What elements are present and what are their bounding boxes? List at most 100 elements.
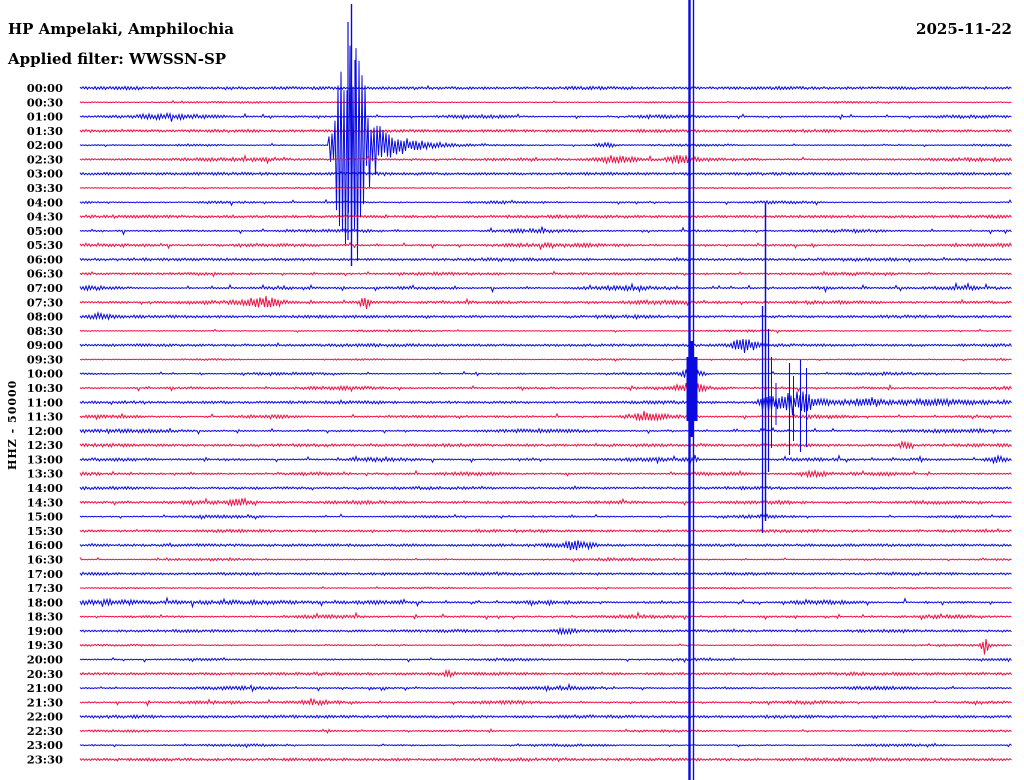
time-tick-label: 12:30 (27, 438, 63, 452)
seismo-trace-row (79, 213, 1012, 220)
seismo-trace-row (79, 454, 1012, 465)
time-tick-label: 04:30 (27, 210, 63, 224)
seismo-trace-row (79, 440, 1012, 450)
time-tick-label: 22:00 (27, 710, 63, 724)
seismo-trace-row (79, 496, 1012, 508)
time-tick-label: 20:30 (27, 667, 63, 681)
time-tick-label: 11:30 (27, 410, 63, 424)
seismo-trace-row (79, 84, 1012, 91)
time-tick-label: 15:00 (27, 510, 63, 524)
time-tick-label: 08:00 (27, 310, 63, 324)
filter-label: Applied filter: WWSSN-SP (8, 50, 227, 68)
seismo-trace-row (79, 596, 1012, 609)
time-tick-label: 04:00 (27, 195, 63, 209)
time-tick-label: 11:00 (27, 395, 63, 409)
seismo-trace-row (79, 186, 1012, 190)
time-tick-label: 00:30 (27, 95, 63, 109)
seismo-trace-row (79, 638, 1012, 655)
seismo-trace-row (79, 528, 1012, 534)
time-tick-label: 14:30 (27, 495, 63, 509)
time-tick-label: 18:00 (27, 595, 63, 609)
time-tick-label: 06:00 (27, 252, 63, 266)
time-tick-label: 01:00 (27, 110, 63, 124)
time-tick-label: 15:30 (27, 524, 63, 538)
time-tick-label: 21:00 (27, 681, 63, 695)
seismo-trace-row (79, 697, 1012, 707)
seismo-trace-row (79, 45, 1012, 261)
time-tick-label: 02:00 (27, 138, 63, 152)
seismo-trace-row (79, 668, 1012, 679)
seismo-trace-row (79, 728, 1012, 735)
seismo-trace-row (79, 410, 1012, 422)
time-tick-label: 12:00 (27, 424, 63, 438)
time-tick-label: 05:30 (27, 238, 63, 252)
seismo-trace-row (79, 539, 1012, 551)
seismo-trace-row (79, 656, 1012, 664)
seismo-trace-row (79, 171, 1012, 177)
time-tick-label: 13:00 (27, 453, 63, 467)
seismo-trace-row (79, 111, 1012, 122)
time-tick-label: 21:30 (27, 695, 63, 709)
seismo-trace-row (79, 626, 1012, 636)
station-title: HP Ampelaki, Amphilochia (8, 20, 234, 38)
seismo-trace-row (79, 256, 1012, 263)
time-tick-label: 17:30 (27, 581, 63, 595)
time-tick-label: 01:30 (27, 124, 63, 138)
time-tick-label: 05:00 (27, 224, 63, 238)
seismo-trace-row (79, 338, 1012, 354)
time-tick-label: 18:30 (27, 610, 63, 624)
time-tick-label: 03:30 (27, 181, 63, 195)
seismo-trace-row (79, 226, 1012, 236)
time-tick-label: 19:00 (27, 624, 63, 638)
time-tick-label: 14:00 (27, 481, 63, 495)
seismo-trace-row (79, 310, 1012, 321)
seismo-trace-row (79, 485, 1012, 491)
seismo-trace-row (79, 682, 1012, 693)
seismo-trace-row (79, 295, 1012, 309)
seismo-trace-row (79, 241, 1012, 251)
time-tick-label: 23:30 (27, 753, 63, 767)
time-tick-label: 06:30 (27, 267, 63, 281)
seismo-trace-row (79, 281, 1012, 294)
seismo-trace-row (79, 328, 1012, 334)
seismo-trace-row (79, 270, 1012, 278)
time-tick-label: 08:30 (27, 324, 63, 338)
time-tick-label: 10:00 (27, 367, 63, 381)
time-tick-label: 20:00 (27, 653, 63, 667)
seismo-trace-row (79, 570, 1012, 577)
seismo-trace-row (79, 513, 1012, 521)
date-label: 2025-11-22 (916, 20, 1012, 38)
time-tick-label: 09:30 (27, 353, 63, 367)
seismo-trace-row (79, 756, 1012, 763)
seismo-trace-row (79, 154, 1012, 165)
time-tick-label: 16:00 (27, 538, 63, 552)
seismo-trace-row (79, 391, 1012, 416)
seismo-trace-row (79, 357, 1012, 362)
time-tick-label: 09:00 (27, 338, 63, 352)
seismo-trace-row (79, 742, 1012, 749)
seismo-trace-row (79, 713, 1012, 720)
seismo-trace-row (79, 468, 1012, 479)
time-tick-label: 17:00 (27, 567, 63, 581)
seismo-trace-row (79, 586, 1012, 590)
time-tick-label: 03:00 (27, 167, 63, 181)
time-tick-label: 02:30 (27, 152, 63, 166)
time-tick-label: 23:00 (27, 738, 63, 752)
time-tick-label: 19:30 (27, 638, 63, 652)
time-tick-label: 07:00 (27, 281, 63, 295)
seismo-trace-row (79, 556, 1012, 563)
time-tick-label: 16:30 (27, 553, 63, 567)
time-tick-label: 22:30 (27, 724, 63, 738)
seismo-trace-row (79, 198, 1012, 207)
seismo-trace-row (79, 611, 1012, 621)
time-tick-label: 07:30 (27, 295, 63, 309)
seismo-trace-row (79, 99, 1012, 105)
time-tick-label: 13:30 (27, 467, 63, 481)
time-tick-label: 10:30 (27, 381, 63, 395)
seismo-trace-row (79, 369, 1012, 379)
seismo-trace-row (79, 380, 1012, 393)
seismo-trace-row (79, 426, 1012, 435)
seismo-trace-row (79, 128, 1012, 134)
